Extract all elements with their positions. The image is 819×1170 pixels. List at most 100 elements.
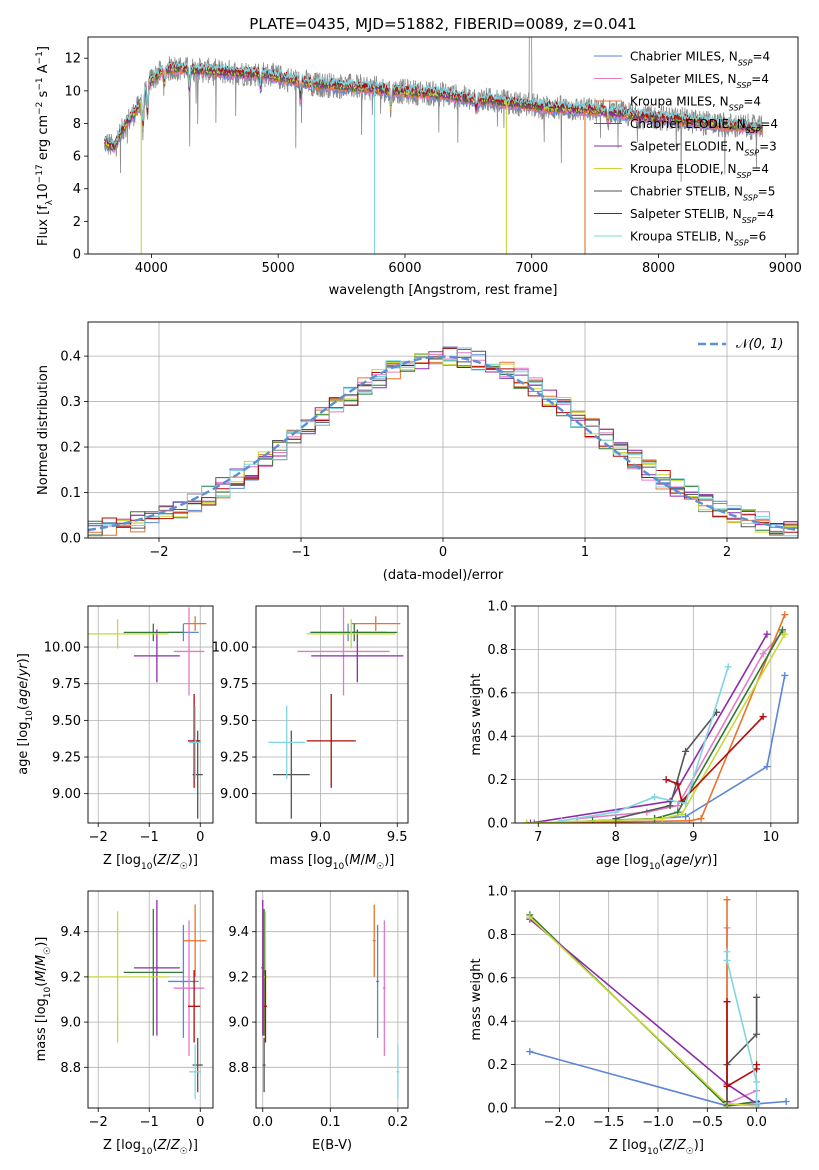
weight_vs_age-marker [763,763,771,771]
spectrum-ytick-label: 6 [73,150,81,165]
weight_vs_Z-xtick-label: −0.5 [691,1115,723,1130]
weight_vs_Z-marker [723,896,731,904]
spectrum-ytick-label: 10 [64,84,81,99]
weight_vs_Z-marker [782,1097,790,1105]
weight_vs_age-plot-area [523,611,789,823]
age_vs_mass-ytick-label: 9.75 [220,677,249,692]
age_vs_mass-frame [255,605,409,824]
legend-label: Salpeter STELIB, NSSP=4 [630,207,774,225]
weight_vs_Z-series-line [726,997,758,1102]
weight_vs_age-frame [514,605,799,824]
weight_vs_age-xtick-label: 8 [612,830,620,845]
weight_vs_Z-ytick-label: 0.4 [487,1015,508,1030]
spectrum-ticks: 4000 5000 6000 7000 8000 9000 0 2 4 6 8 10 12 [64,52,801,276]
age_vs_Z-ytick-label: 9.50 [52,714,81,729]
residuals-xtick-label: 2 [723,545,731,560]
weight_vs_age-marker [682,812,690,820]
weight_vs_age-marker [781,630,789,638]
weight_vs_Z-marker [753,993,761,1001]
mass_vs_Z-xtick-label: −2 [89,1115,108,1130]
weight_vs_age-marker [763,630,771,638]
age_vs_Z-xtick-label: 0 [196,830,204,845]
mass_vs_Z-panel: −2 −1 0 8.8 9.0 9.2 9.4 Z [log10(Z/Z☉)] mass [lo… [34,890,214,1157]
mass_vs_ebv-ytick-label: 9.2 [228,970,249,985]
age_vs_mass-ytick-label: 9.25 [220,751,249,766]
weight_vs_age-marker [674,802,682,810]
residuals-ytick-label: 0.0 [60,532,81,547]
weight_vs_Z-marker [526,913,534,921]
weight_vs_age-marker [781,611,789,619]
weight_vs_age-marker [666,802,674,810]
residuals-ylabel: Normed distribution [36,365,51,495]
weight_vs_Z-ytick-label: 0.6 [487,971,508,986]
age_vs_mass-ytick-label: 9.00 [220,787,249,802]
mass_vs_Z-ytick-label: 9.4 [60,925,81,940]
age_vs_mass-xtick-label: 9.5 [387,830,408,845]
weight_vs_Z-ylabel: mass weight [469,958,484,1040]
weight_vs_age-marker [759,650,767,658]
mass_vs_Z-frame [87,890,214,1109]
weight_vs_age-xtick-label: 10 [763,830,780,845]
weight_vs_Z-marker [723,948,731,956]
legend-label: Kroupa MILES, NSSP=4 [630,95,761,113]
residuals-xtick-label: 1 [581,545,589,560]
spectrum-model-line [104,60,763,148]
weight_vs_age-ytick-label: 0.0 [487,817,508,832]
age_vs_Z-ticks: −2 −1 0 9.00 9.25 9.50 9.75 10.00 [44,641,205,845]
mass_vs_ebv-plot-area [261,900,400,1099]
weight_vs_age-panel: 7 8 9 10 0.0 0.2 0.4 0.6 0.8 1.0 mass weight age [l… [469,600,799,872]
weight_vs_Z-marker [723,998,731,1006]
weight_vs_Z-marker [723,1082,731,1090]
weight_vs_Z-xlabel: Z [log10(Z/Z☉)] [609,1138,704,1157]
weight_vs_age-xtick-label: 7 [534,830,542,845]
weight_vs_age-marker [682,799,690,807]
weight_vs_Z-xtick-label: 0.0 [746,1115,767,1130]
weight_vs_age-marker [523,819,531,823]
age_vs_Z-plot-area [88,607,207,819]
mass_vs_Z-xtick-label: 0 [196,1115,204,1130]
mass_vs_ebv-xtick-label: 0.0 [252,1115,273,1130]
weight_vs_Z-marker [753,1100,761,1108]
spectrum-xtick-label: 7000 [515,261,548,276]
weight_vs_Z-series-line [726,1001,758,1088]
weight_vs_Z-marker [723,1097,731,1105]
age_vs_mass-plot-area [268,607,404,819]
residuals-ytick-label: 0.2 [60,441,81,456]
weight_vs_Z-xtick-label: −1.0 [642,1115,674,1130]
legend-label: Salpeter MILES, NSSP=4 [630,72,769,90]
residuals-xtick-label: −2 [149,545,168,560]
mass_vs_ebv-grid [256,891,408,1108]
weight_vs_Z-ytick-label: 0.0 [487,1102,508,1117]
weight_vs_age-series-line [665,716,764,803]
weight_vs_age-ytick-label: 0.6 [487,686,508,701]
mass_vs_Z-xtick-label: −1 [140,1115,159,1130]
age_vs_mass-ytick-label: 10.00 [212,641,249,656]
weight_vs_age-marker [781,671,789,679]
mass_vs_Z-plot-area [88,900,207,1099]
weight_vs_Z-ytick-label: 0.8 [487,928,508,943]
weight_vs_Z-frame [514,890,799,1109]
weight_vs_Z-plot-area [526,896,790,1108]
spectrum-ylabel: Flux [fλ10−17 erg cm−2 s−1 A−1] [35,46,55,246]
spectrum-frame [87,36,799,255]
spectrum-ytick-label: 12 [64,52,81,67]
weight_vs_Z-marker [526,1048,534,1056]
weight_vs_age-xtick-label: 9 [689,830,697,845]
mass_vs_Z-ytick-label: 9.2 [60,970,81,985]
weight_vs_age-series-line [526,614,786,823]
mass_vs_Z-ytick-label: 8.8 [60,1061,81,1076]
residuals-panel: −2 −1 0 1 2 0.0 0.1 0.2 0.3 0.4 𝒩(0, 1) (data-model… [36,321,799,583]
spectrum-plot-area [104,37,763,254]
legend-label: Chabrier ELODIE, NSSP=4 [630,117,778,135]
weight_vs_age-series-line [615,711,718,820]
residuals-ytick-label: 0.1 [60,486,81,501]
weight_vs_age-ytick-label: 0.8 [487,643,508,658]
spectrum-ytick-label: 8 [73,117,81,132]
weight_vs_Z-xtick-label: −2.0 [544,1115,576,1130]
weight_vs_Z-marker [753,1061,761,1069]
mass_vs_ebv-frame [255,890,409,1109]
mass_vs_ebv-xtick-label: 0.2 [388,1115,409,1130]
weight_vs_age-marker [530,819,538,823]
residual-histogram [88,347,798,537]
age_vs_Z-ytick-label: 9.00 [52,787,81,802]
